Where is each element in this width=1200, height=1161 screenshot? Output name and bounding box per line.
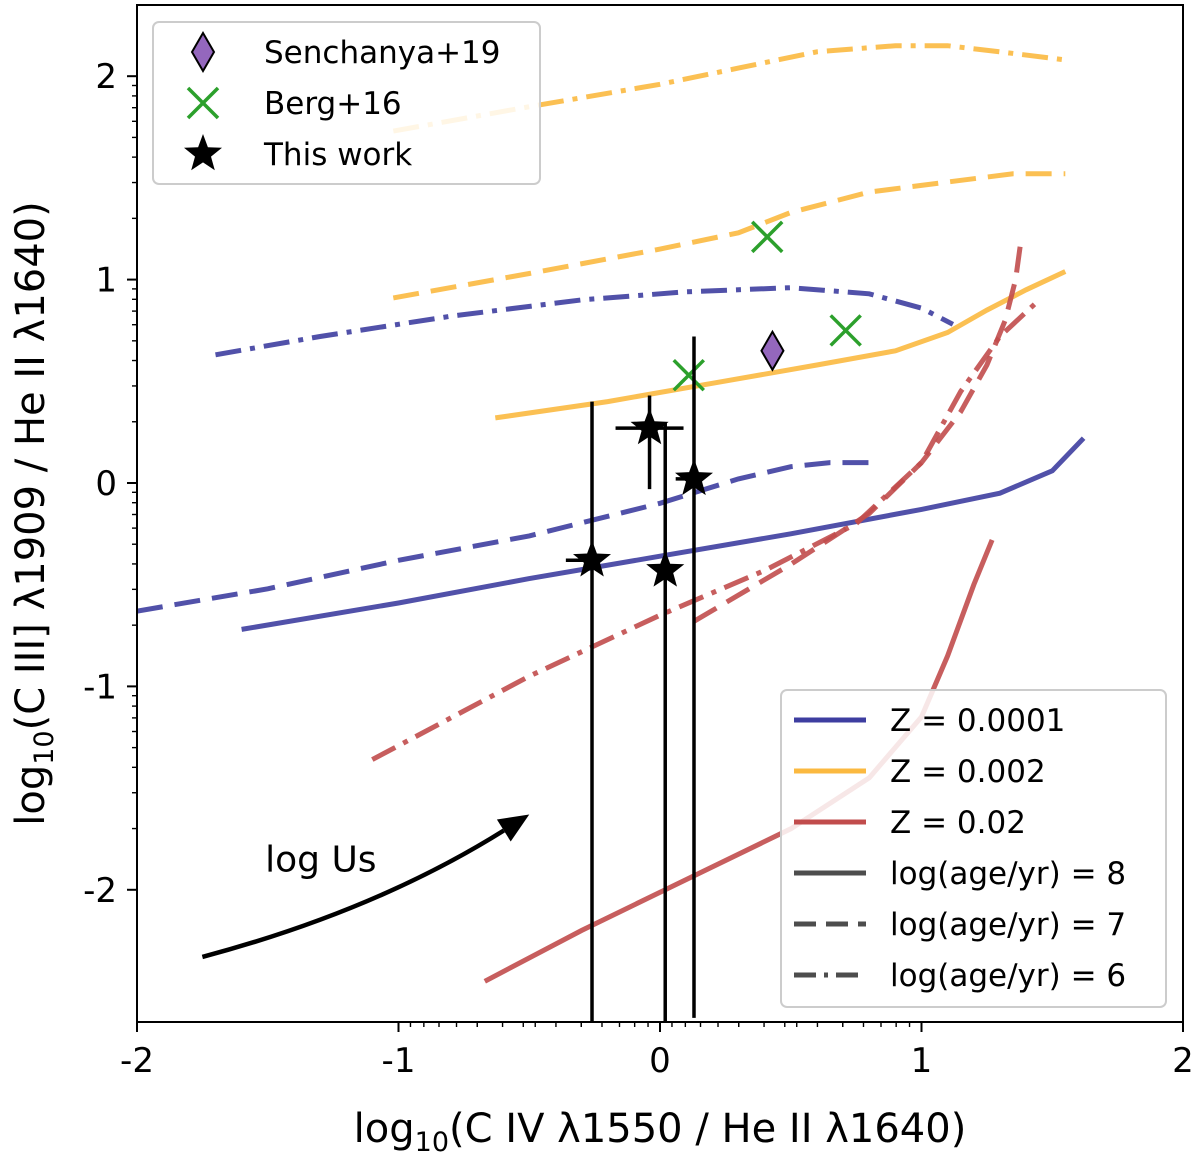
log-us-arrow [201,828,505,960]
model-curve-z1-age7 [137,460,875,614]
marker-legend-label: This work [263,137,412,173]
berg16-point [750,220,784,254]
x-tick-label: 0 [649,1041,671,1081]
x-tick-label: 2 [1172,1041,1194,1081]
y-axis-label: log10(C III] λ1909 / He II λ1640) [8,201,60,825]
x-axis-label: log10(C IV λ1550 / He II λ1640) [354,1106,967,1158]
this-work-point [675,336,713,1018]
axis-label-subscript: 10 [29,730,60,764]
x-tick-label: -2 [120,1041,154,1081]
line-legend-item: Z = 0.02 [794,805,1026,841]
line-legend-item: log(age/yr) = 8 [794,856,1126,892]
log-us-arrow-head [496,814,530,842]
marker-legend-item: Berg+16 [186,86,402,122]
axis-label-ratio: (C IV λ1550 / He II λ1640) [449,1106,966,1152]
model-curve-z3-age7 [692,240,1024,624]
this-work-star [630,408,669,445]
line-legend-frame [780,689,1167,1008]
y-tick-label: -2 [83,871,117,911]
berg16-point [829,314,862,347]
this-work-star [573,540,611,577]
line-legend-label: Z = 0.002 [890,754,1046,790]
this-work-star [675,458,713,496]
model-curve-z2-age7 [392,171,1066,301]
line-legend-label: log(age/yr) = 7 [890,907,1126,943]
y-tick-label: -1 [83,667,117,707]
berg16-point [672,358,706,392]
model-curve-z2-age6 [392,43,1066,134]
line-legend-label: Z = 0.0001 [890,703,1065,739]
axis-label-subscript: 10 [415,1127,449,1158]
legend-markers: Senchanya+19 Berg+16 This work [152,21,541,185]
model-curve-z3-age6 [371,298,1041,762]
legend-star-icon [184,134,222,171]
model-curve-z1-age8 [241,436,1086,632]
legend-lines: Z = 0.0001 Z = 0.002 Z = 0.02 log(age/yr) =… [780,689,1167,1008]
y-tick-label: 2 [95,57,117,97]
marker-legend-item: Senchanya+19 [190,31,501,73]
legend-diamond-icon [190,31,216,73]
line-legend-label: Z = 0.02 [890,805,1026,841]
x-tick-label: -1 [382,1041,416,1081]
line-legend-item: log(age/yr) = 7 [794,907,1126,943]
axis-label-ratio: (C III] λ1909 / He II λ1640) [8,201,54,730]
log-us-label: log Us [265,839,376,880]
line-legend-item: log(age/yr) = 6 [794,958,1126,994]
axis-label-log: log [8,765,54,826]
line-legend-item: Z = 0.002 [794,754,1046,790]
this-work-point [615,395,684,490]
marker-legend-frame [152,21,541,185]
this-work-point [565,401,611,1022]
line-legend-label: log(age/yr) = 6 [890,958,1126,994]
marker-legend-label: Senchanya+19 [264,35,501,71]
axis-label-log: log [354,1106,415,1152]
marker-legend-label: Berg+16 [264,86,402,122]
marker-legend-item: This work [184,134,412,173]
berg16-cross-stroke [750,220,784,254]
y-tick-label: 1 [95,261,117,301]
axes: -2 -1 0 1 2 -2 -1 0 1 2 [83,4,1194,1081]
legend-cross-icon [186,86,220,120]
x-tick-label: 1 [911,1041,933,1081]
y-tick-label: 0 [95,464,117,504]
berg16-cross-stroke [829,314,862,347]
senchanya19-point [760,329,785,372]
model-curve-z1-age6 [215,285,955,358]
line-legend-label: log(age/yr) = 8 [890,856,1126,892]
this-work-point [646,421,685,1022]
line-legend-item: Z = 0.0001 [794,703,1065,739]
berg16-cross-stroke [672,358,706,392]
this-work-star [646,550,685,587]
